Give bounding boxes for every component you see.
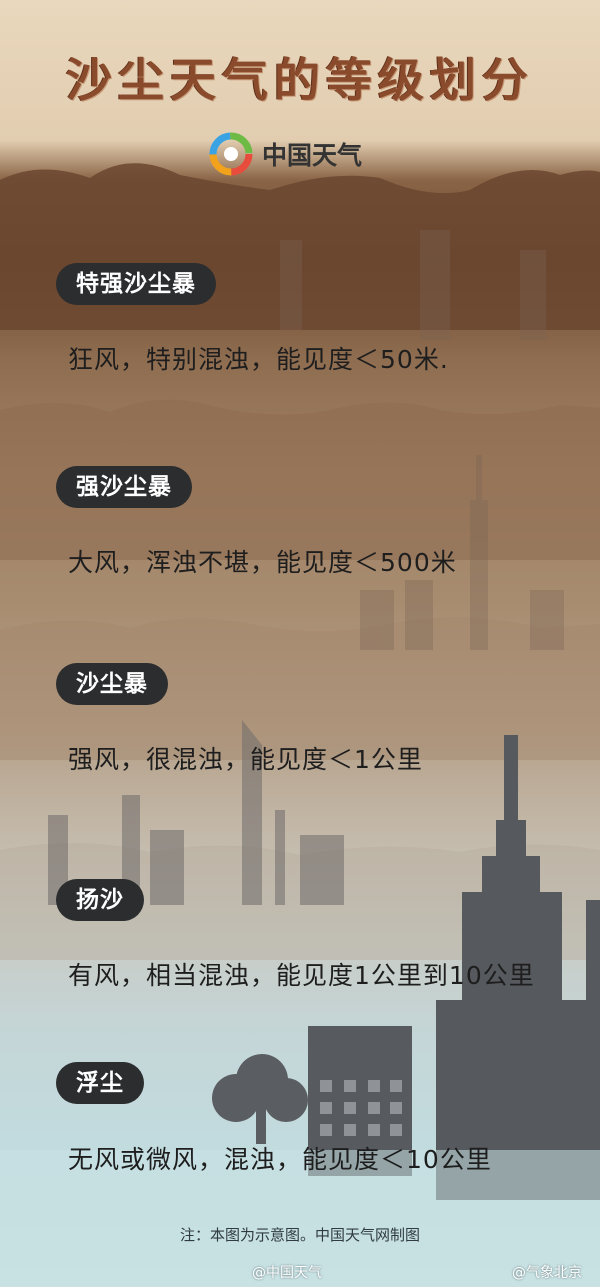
building — [275, 810, 285, 905]
watermark-left: @中国天气 — [252, 1265, 322, 1281]
level-description: 大风，浑浊不堪，能见度＜500米 — [68, 548, 457, 577]
level-description: 有风，相当混浊，能见度1公里到10公里 — [68, 961, 535, 990]
footnote: 注：本图为示意图。中国天气网制图 — [179, 1226, 420, 1244]
far-buildings — [280, 230, 564, 650]
building — [150, 830, 184, 905]
level-badge: 扬沙 — [56, 879, 144, 921]
building — [122, 795, 140, 905]
mist — [0, 1150, 600, 1287]
dust-cloud-band — [0, 617, 600, 760]
level-badge: 沙尘暴 — [56, 663, 168, 705]
level-description: 无风或微风，混浊，能见度＜10公里 — [68, 1145, 492, 1174]
building — [280, 240, 302, 330]
mid-buildings — [48, 720, 344, 905]
watermark-right: @气象北京 — [512, 1265, 582, 1281]
building — [242, 720, 262, 905]
building — [530, 590, 564, 650]
level-badge: 特强沙尘暴 — [56, 263, 216, 305]
building — [470, 500, 488, 650]
building — [420, 230, 450, 340]
dust-cloud-band — [0, 399, 600, 560]
tree — [212, 1054, 308, 1144]
page-title: 沙尘天气的等级划分 — [66, 53, 534, 107]
building — [405, 580, 433, 650]
building — [360, 590, 394, 650]
level-description: 强风，很混浊，能见度＜1公里 — [68, 745, 423, 774]
main-skyscraper — [436, 735, 600, 1200]
level-badge: 浮尘 — [56, 1062, 144, 1104]
building — [48, 815, 68, 905]
building — [300, 835, 344, 905]
brand: 中国天气 — [208, 132, 362, 176]
china-weather-logo-icon — [209, 132, 253, 176]
level-badge: 强沙尘暴 — [56, 466, 192, 508]
level-description: 狂风，特别混浊，能见度＜50米. — [68, 345, 449, 374]
building — [520, 250, 546, 340]
brand-name: 中国天气 — [262, 141, 363, 170]
building — [476, 455, 482, 505]
